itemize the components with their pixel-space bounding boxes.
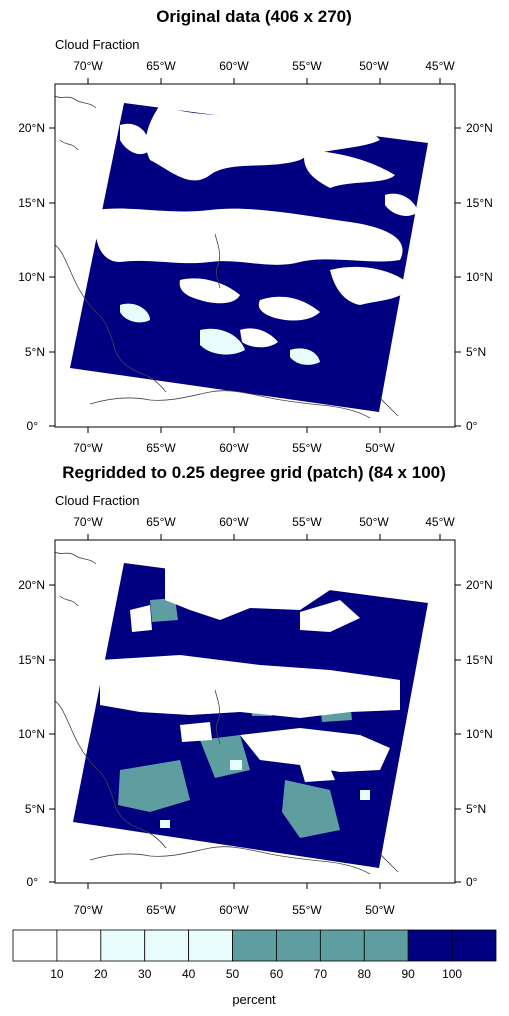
colorbar: 10 20 30 40 50 60 70 80 90 100: [12, 929, 497, 981]
map-frame: [54, 83, 456, 428]
lon-tick-label: 65°W: [146, 441, 176, 455]
lat-tick-label: 15°N: [18, 653, 45, 667]
lon-tick-label: 55°W: [292, 59, 322, 73]
lat-tick-label: 0°: [27, 875, 39, 889]
lat-tick-label: 5°N: [25, 345, 45, 359]
lon-tick-label: 60°W: [219, 903, 249, 917]
lat-tick-label: 10°N: [18, 727, 45, 741]
map-area: [55, 95, 428, 419]
lon-tick-label: 70°W: [73, 903, 103, 917]
lat-axis: 20°N 15°N 10°N 5°N 0° 20°N 15°N 10°N 5°N…: [18, 578, 493, 889]
colorbar-label: 30: [138, 967, 152, 981]
lat-tick-label: 20°N: [466, 121, 493, 135]
lon-tick-label: 45°W: [425, 515, 455, 529]
lon-tick-label: 55°W: [292, 515, 322, 529]
low-fraction-pixels: [160, 760, 370, 828]
lon-tick-label: 60°W: [219, 59, 249, 73]
panel-title: Regridded to 0.25 degree grid (patch) (8…: [62, 463, 446, 482]
lon-tick-label: 60°W: [219, 515, 249, 529]
lon-tick-label: 50°W: [365, 441, 395, 455]
map-frame: [54, 539, 456, 884]
coastlines: [55, 551, 399, 875]
colorbar-swatch: [56, 929, 102, 962]
variable-label: Cloud Fraction: [55, 493, 140, 508]
colorbar-swatch: [407, 929, 453, 962]
lon-tick-label: 65°W: [146, 903, 176, 917]
colorbar-label: 80: [358, 967, 372, 981]
clear-sky-regions: [95, 105, 418, 348]
colorbar-swatch: [276, 929, 321, 962]
lat-tick-label: 0°: [27, 419, 39, 433]
lon-tick-label: 50°W: [359, 515, 389, 529]
bottom-lon-axis: 70°W 65°W 60°W 55°W 50°W: [73, 427, 395, 455]
panel-original: Original data (406 x 270) Cloud Fraction: [18, 7, 493, 455]
colorbar-swatch: [451, 929, 497, 962]
colorbar-swatch: [144, 929, 190, 962]
map-area: [55, 551, 428, 875]
lon-tick-label: 60°W: [219, 441, 249, 455]
lon-tick-label: 55°W: [292, 903, 322, 917]
lat-tick-label: 10°N: [466, 270, 493, 284]
lat-tick-label: 10°N: [18, 270, 45, 284]
clear-sky-regions: [100, 565, 400, 782]
lat-tick-label: 20°N: [18, 121, 45, 135]
lat-tick-label: 15°N: [466, 653, 493, 667]
colorbar-swatch: [319, 929, 365, 962]
colorbar-label: 50: [226, 967, 240, 981]
colorbar-swatch: [363, 929, 409, 962]
colorbar-swatch: [100, 929, 146, 962]
lat-axis: 20°N 15°N 10°N 5°N 0° 20°N 15°N 10°N 5°N…: [18, 121, 493, 433]
colorbar-units: percent: [232, 992, 276, 1007]
lon-tick-label: 65°W: [146, 515, 176, 529]
lon-tick-label: 65°W: [146, 59, 176, 73]
top-lon-axis: 70°W 65°W 60°W 55°W 50°W 45°W: [73, 515, 455, 540]
colorbar-swatch: [12, 929, 58, 962]
colorbar-label: 10: [50, 967, 64, 981]
panel-regridded: Regridded to 0.25 degree grid (patch) (8…: [18, 463, 493, 917]
bottom-lon-axis: 70°W 65°W 60°W 55°W 50°W: [73, 883, 395, 917]
low-fraction-flecks: [120, 303, 320, 365]
colorbar-label: 90: [402, 967, 416, 981]
lon-tick-label: 70°W: [73, 515, 103, 529]
top-lon-axis: 70°W 65°W 60°W 55°W 50°W 45°W: [73, 59, 455, 84]
lon-tick-label: 50°W: [365, 903, 395, 917]
colorbar-label: 60: [270, 967, 284, 981]
panel-title: Original data (406 x 270): [156, 7, 352, 26]
lon-tick-label: 70°W: [73, 441, 103, 455]
lat-tick-label: 5°N: [466, 345, 486, 359]
lat-tick-label: 15°N: [18, 196, 45, 210]
lat-tick-label: 0°: [466, 419, 478, 433]
colorbar-label: 70: [314, 967, 328, 981]
lon-tick-label: 70°W: [73, 59, 103, 73]
lat-tick-label: 10°N: [466, 727, 493, 741]
colorbar-label: 100: [442, 967, 462, 981]
lon-tick-label: 55°W: [292, 441, 322, 455]
colorbar-swatch: [188, 929, 233, 962]
colorbar-label: 40: [182, 967, 196, 981]
variable-label: Cloud Fraction: [55, 37, 140, 52]
colorbar-label: 20: [94, 967, 108, 981]
lat-tick-label: 20°N: [466, 578, 493, 592]
cloud-swath: [73, 563, 428, 868]
colorbar-swatch: [232, 929, 277, 962]
lat-tick-label: 0°: [466, 875, 478, 889]
lon-tick-label: 45°W: [425, 59, 455, 73]
lat-tick-label: 5°N: [25, 802, 45, 816]
lat-tick-label: 5°N: [466, 802, 486, 816]
coastlines: [55, 95, 399, 419]
lat-tick-label: 15°N: [466, 196, 493, 210]
lat-tick-label: 20°N: [18, 578, 45, 592]
lon-tick-label: 50°W: [359, 59, 389, 73]
